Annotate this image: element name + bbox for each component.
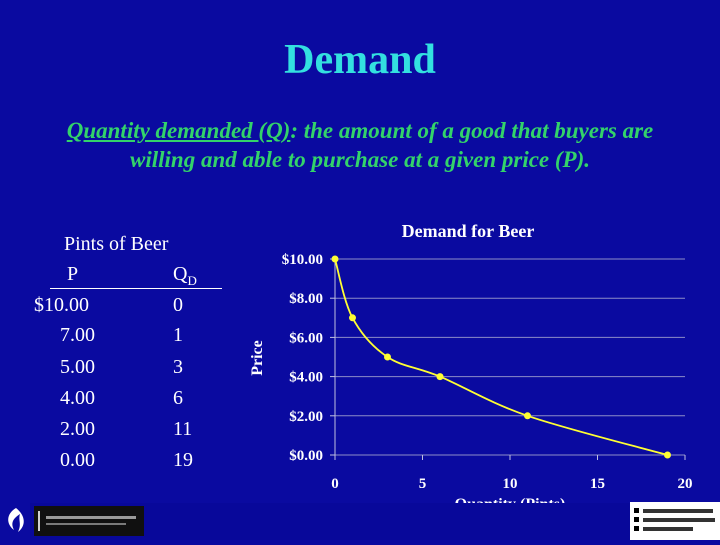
- definition-term: Quantity demanded (Q): [66, 118, 291, 143]
- quantity-cell: 1: [173, 324, 183, 346]
- data-point: [436, 373, 444, 381]
- forecasting-center-logo: [630, 502, 720, 540]
- data-point: [664, 451, 671, 459]
- price-cell: 5.00: [60, 356, 95, 378]
- college-logo: [34, 506, 144, 536]
- y-tick-label: $6.00: [289, 330, 323, 346]
- data-point: [524, 412, 531, 420]
- quantity-cell: 0: [173, 294, 183, 316]
- price-cell: $10.00: [34, 294, 89, 316]
- y-tick-label: $2.00: [289, 409, 323, 425]
- slide-title: Demand: [284, 37, 436, 83]
- quantity-cell: 6: [173, 387, 183, 409]
- quantity-column-header: QD: [173, 263, 197, 289]
- price-cell: 0.00: [60, 449, 95, 471]
- x-tick-label: 20: [678, 476, 693, 492]
- data-point: [331, 255, 339, 263]
- price-column-header: P: [67, 263, 79, 285]
- header-rule: [50, 288, 222, 289]
- chart-title: Demand for Beer: [401, 221, 535, 241]
- y-tick-label: $10.00: [282, 252, 323, 268]
- data-point: [349, 314, 356, 322]
- y-tick-label: $4.00: [289, 370, 323, 386]
- quantity-cell: 19: [173, 449, 193, 471]
- price-cell: 4.00: [60, 387, 95, 409]
- quantity-header-letter: Q: [173, 263, 188, 285]
- y-tick-label: $8.00: [289, 291, 323, 307]
- x-tick-label: 5: [419, 476, 427, 492]
- x-tick-label: 0: [331, 476, 339, 492]
- quantity-header-subscript: D: [187, 273, 197, 288]
- quantity-cell: 3: [173, 356, 183, 378]
- table-caption: Pints of Beer: [64, 233, 169, 255]
- data-point: [384, 353, 391, 361]
- price-cell: 7.00: [60, 324, 95, 346]
- price-cell: 2.00: [60, 418, 95, 440]
- flame-logo: [0, 502, 30, 540]
- definition-body: : the amount of a good that buyers are w…: [130, 118, 654, 172]
- x-tick-label: 15: [590, 476, 605, 492]
- y-tick-label: $0.00: [289, 448, 323, 464]
- x-tick-label: 10: [503, 476, 518, 492]
- quantity-cell: 11: [173, 418, 193, 440]
- definition-text: Quantity demanded (Q): the amount of a g…: [50, 116, 670, 174]
